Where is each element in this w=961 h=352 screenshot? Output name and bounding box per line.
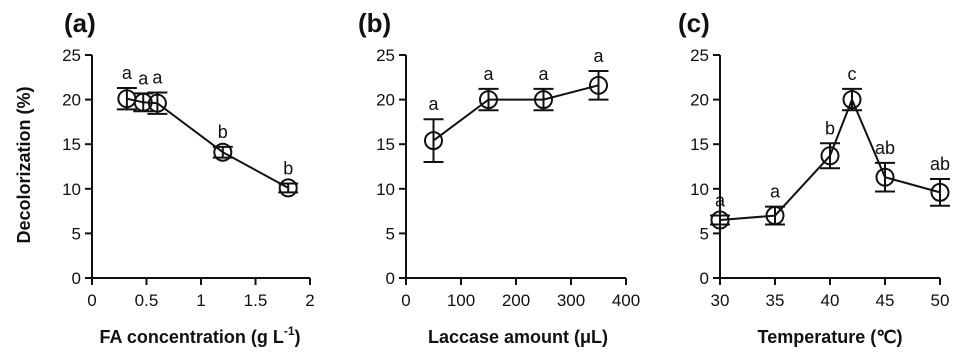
panel-a-x-tick-label: 2 [305, 291, 314, 310]
panel-b-significance-letter: a [428, 94, 439, 114]
panel-b-data-point [534, 90, 553, 110]
panel-a-significance-letter: a [122, 63, 133, 83]
panel-c-significance-letter: c [848, 64, 857, 84]
panel-c-data-point [930, 182, 950, 202]
panel-a-significance-letter: a [138, 68, 149, 88]
panel-a-data-point [278, 178, 298, 198]
panel-b-y-tick-label: 20 [376, 91, 395, 110]
panel-b-y-tick-label: 5 [386, 224, 395, 243]
panel-b-x-tick-label: 100 [447, 291, 475, 310]
panel-c-data-point [765, 206, 785, 226]
panel-b-label: (b) [358, 8, 391, 38]
y-axis-title: Decolorization (%) [14, 86, 34, 243]
panel-c-x-tick-label: 35 [766, 291, 785, 310]
panel-c-y-tick-label: 20 [690, 91, 709, 110]
panel-b-data-point [424, 131, 443, 151]
panel-b-x-axis-title: Laccase amount (μL) [428, 327, 608, 347]
panel-c-label: (c) [678, 8, 710, 38]
panel-a-x-tick-label: 1.5 [244, 291, 268, 310]
panel-c-y-tick-label: 5 [700, 224, 709, 243]
panel-b-y-tick-label: 15 [376, 135, 395, 154]
panel-c-data-point [875, 167, 895, 187]
panel-a-x-tick-label: 0.5 [135, 291, 159, 310]
panel-b-x-tick-label: 200 [502, 291, 530, 310]
panel-b-y-tick-label: 0 [386, 269, 395, 288]
panel-c-y-tick-label: 10 [690, 180, 709, 199]
panel-a-data-point [213, 142, 233, 162]
panel-c-significance-letter: ab [930, 154, 950, 174]
panel-c-y-tick-label: 25 [690, 46, 709, 65]
panel-c: (c) Temperature (℃) [678, 8, 902, 347]
panel-b-plot: 0 5 10 15 20 25 0 100 200 300 400 a a a a [376, 46, 640, 310]
panel-b: (b) Laccase amount (μL) [358, 8, 608, 347]
panel-a: (a) FA concentration (g L-1) [64, 8, 301, 347]
panel-c-y-tick-label: 0 [700, 269, 709, 288]
panel-a-significance-letter: b [218, 122, 228, 142]
panel-b-significance-letter: a [483, 64, 494, 84]
panel-a-plot: 0 5 10 15 20 25 0 0.5 1 1.5 2 a a a b b [62, 46, 315, 310]
panel-a-y-tick-label: 10 [62, 180, 81, 199]
panel-c-x-tick-label: 30 [711, 291, 730, 310]
panel-b-data-point [479, 90, 498, 110]
panel-b-series-line [432, 84, 599, 142]
panel-a-y-tick-label: 0 [72, 269, 81, 288]
panel-c-data-point [710, 210, 730, 230]
panel-b-x-tick-label: 300 [557, 291, 585, 310]
panel-c-data-point [842, 90, 862, 110]
panel-a-label: (a) [64, 8, 96, 38]
panel-b-significance-letter: a [538, 64, 549, 84]
panel-a-x-axis-title: FA concentration (g L-1) [99, 324, 300, 347]
panel-b-y-tick-label: 25 [376, 46, 395, 65]
panel-a-y-tick-label: 25 [62, 46, 81, 65]
panel-a-data-point [133, 92, 153, 112]
panel-b-significance-letter: a [593, 46, 604, 66]
panel-b-y-tick-label: 10 [376, 180, 395, 199]
panel-c-x-tick-label: 40 [821, 291, 840, 310]
panel-a-significance-letter: a [152, 67, 163, 87]
panel-b-x-tick-label: 400 [612, 291, 640, 310]
panel-c-y-tick-label: 15 [690, 135, 709, 154]
panel-b-data-point [589, 75, 608, 95]
panel-c-significance-letter: a [715, 191, 726, 211]
panel-a-y-tick-label: 20 [62, 91, 81, 110]
panel-a-x-tick-label: 0 [87, 291, 96, 310]
panel-c-significance-letter: b [825, 118, 835, 138]
panel-b-x-tick-label: 0 [401, 291, 410, 310]
panel-c-x-axis-title: Temperature (℃) [758, 327, 903, 347]
panel-c-significance-letter: ab [875, 138, 895, 158]
panel-c-x-tick-label: 45 [876, 291, 895, 310]
panel-a-significance-letter: b [283, 158, 293, 178]
panel-a-y-tick-label: 15 [62, 135, 81, 154]
panel-c-x-tick-label: 50 [931, 291, 950, 310]
panel-c-data-point [820, 146, 840, 166]
panel-a-data-point [147, 93, 167, 113]
panel-a-y-tick-label: 5 [72, 224, 81, 243]
panel-c-significance-letter: a [770, 182, 781, 202]
panel-a-x-tick-label: 1 [196, 291, 205, 310]
